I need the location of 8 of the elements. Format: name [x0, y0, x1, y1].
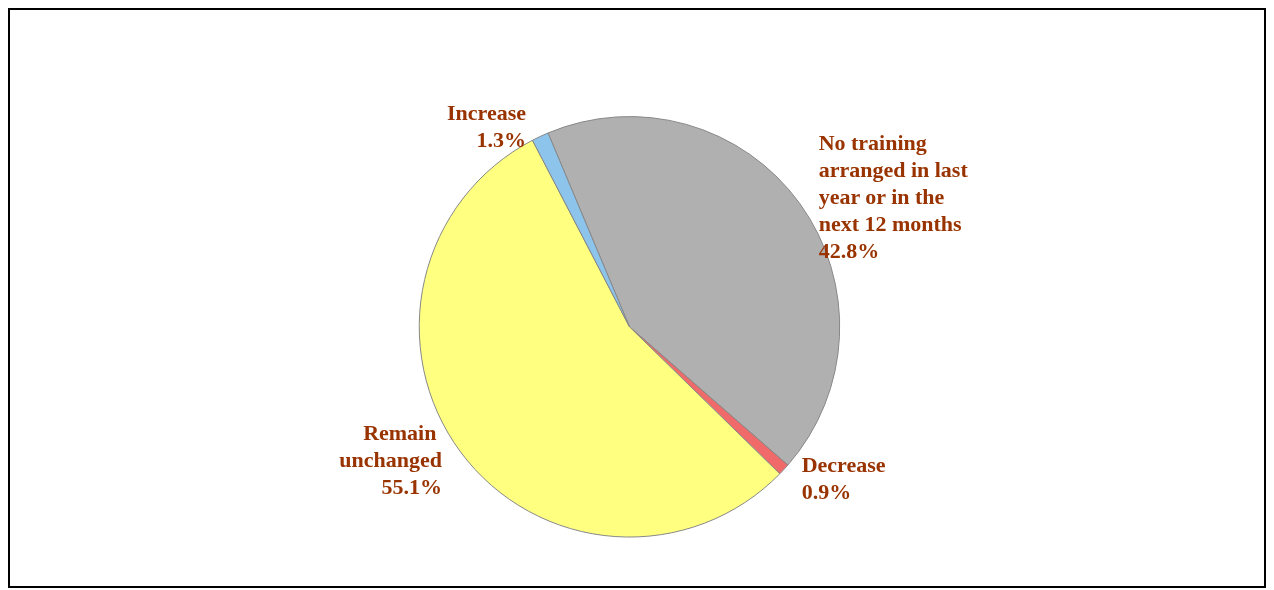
data-label: 1.3% [476, 126, 527, 152]
slice-label: No training arranged in last year or in the next 12 months [818, 130, 974, 237]
data-label: 0.9% [801, 478, 852, 504]
data-label: 42.8% [818, 238, 880, 264]
slice-label: Remain unchanged [339, 419, 442, 472]
data-label: 55.1% [381, 473, 442, 499]
slice-label: Increase [447, 99, 527, 125]
slice-label: Decrease [801, 451, 886, 477]
